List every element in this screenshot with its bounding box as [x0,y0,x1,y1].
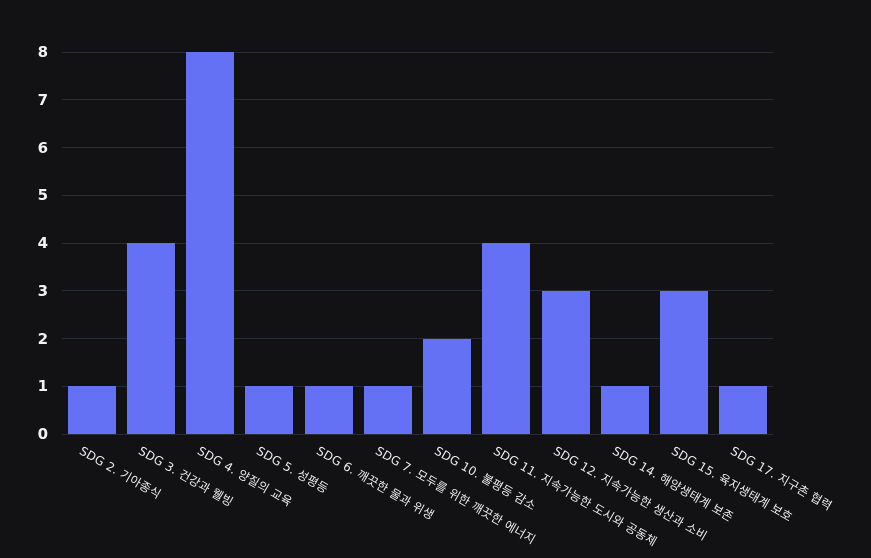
bar-12 [719,386,768,434]
y-tick-label: 6 [37,138,48,157]
bar-6 [363,386,412,434]
bar-slot [240,52,299,434]
y-tick-label: 7 [37,90,48,109]
y-tick-label: 4 [37,234,48,252]
gridline-y7 [62,99,773,101]
gridline-y2 [62,338,773,339]
gridline-y5 [62,194,773,196]
gridline-y8 [62,51,773,53]
plot-area [62,51,773,435]
y-tick-label: 2 [37,329,48,348]
bar-slot [714,52,773,434]
bar-slot [595,52,654,434]
bar-4 [245,386,294,434]
bar-slot [536,52,595,434]
y-tick-label: 5 [37,186,48,205]
bar-11 [660,290,709,434]
bar-slot [655,52,714,434]
bars-container [62,52,773,434]
bar-slot [62,52,121,434]
bar-slot [299,52,358,434]
bar-10 [600,386,649,434]
y-tick-label: 3 [37,281,48,300]
gridline-y4 [62,242,773,244]
y-tick-label: 1 [37,377,48,396]
gridline-y6 [62,147,773,148]
bar-2 [126,243,175,434]
gridline-y3 [62,290,773,292]
y-tick-label: 0 [37,425,48,443]
y-tick-label: 8 [37,43,48,61]
bar-7 [423,338,472,434]
bar-slot [358,52,417,434]
gridline-y1 [62,385,773,387]
bar-3 [186,52,235,434]
bar-5 [304,386,353,434]
bar-slot [477,52,536,434]
bar-slot [418,52,477,434]
bar-slot [121,52,180,434]
gridline-y0 [62,433,773,435]
bar-1 [67,386,116,434]
bar-8 [482,243,531,434]
bar-9 [541,290,590,434]
bar-slot [181,52,240,434]
